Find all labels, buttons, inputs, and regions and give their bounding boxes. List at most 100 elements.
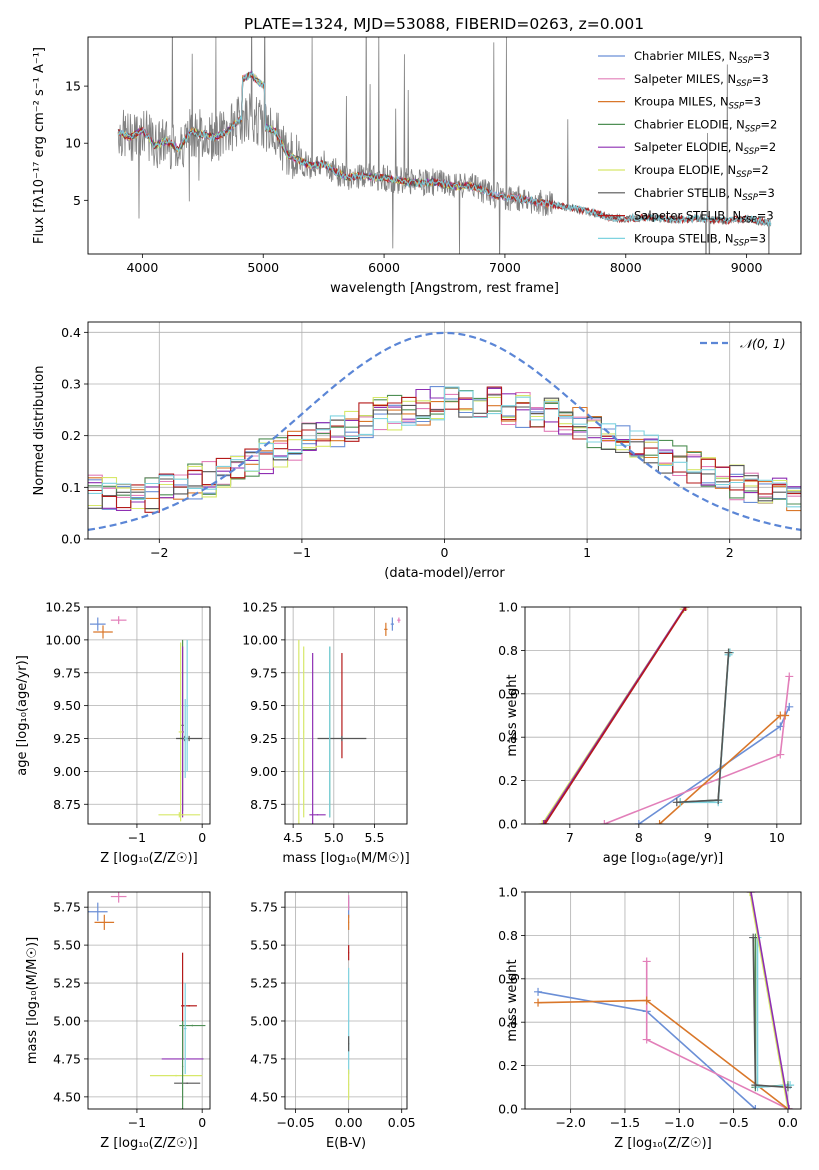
legend-label: Kroupa MILES, NSSP=3 [634, 95, 761, 112]
y-tick-label: 0.6 [498, 971, 518, 986]
y-tick-label: 0.4 [498, 1015, 518, 1030]
y-tick-label: 4.75 [250, 1051, 278, 1066]
x-axis-label: mass [log₁₀(M/M☉)] [282, 851, 409, 866]
weight-point-marker [776, 750, 785, 759]
x-tick-label: 5000 [247, 260, 279, 275]
histogram-series [88, 386, 801, 508]
y-tick-label: 0.0 [498, 1102, 518, 1117]
x-tick-label: −0.5 [718, 1115, 748, 1130]
y-tick-label: 9.25 [53, 731, 81, 746]
x-axis-label: (data-model)/error [384, 566, 505, 581]
y-tick-label: 0.0 [498, 817, 518, 832]
weight-point-marker [642, 996, 651, 1005]
weight-series-line [544, 607, 687, 824]
y-tick-label: 0.8 [498, 928, 518, 943]
y-axis-label: Normed distribution [32, 366, 47, 496]
y-tick-label: 10.25 [242, 600, 278, 615]
mass_vs_Z-plot-area [88, 892, 206, 1109]
spectrum-panel: 4000 5000 6000 7000 8000 9000 5 10 15 wavelength … [32, 36, 802, 296]
x-tick-label: −1 [128, 830, 146, 845]
x-tick-label: −2.0 [555, 1115, 585, 1130]
y-tick-label: 4.50 [250, 1089, 278, 1104]
axes-frame [524, 606, 802, 825]
weight-point-marker [785, 672, 794, 681]
y-tick-label: 0.8 [498, 643, 518, 658]
x-axis-label: Z [log₁₀(Z/Z☉)] [100, 1136, 197, 1151]
y-tick-label: 0.0 [61, 532, 81, 547]
weight-series-line [749, 892, 789, 1109]
y-tick-label: 9.00 [250, 764, 278, 779]
spectrum-legend: Chabrier MILES, NSSP=3 Salpeter MILES, NS… [598, 49, 777, 248]
weight-point-marker [634, 820, 643, 824]
weight-series-line [638, 706, 791, 824]
legend-label: Chabrier STELIB, NSSP=3 [634, 186, 775, 203]
weight-point-marker [681, 607, 690, 611]
x-tick-label: 0.05 [388, 1115, 416, 1130]
x-tick-label: 9000 [731, 260, 763, 275]
y-tick-label: 9.75 [53, 665, 81, 680]
normal-legend-label: 𝒩(0, 1) [740, 336, 786, 351]
weight-point-marker [672, 798, 681, 807]
x-tick-label: 5.0 [324, 830, 344, 845]
mass_vs_EBV-plot-area [348, 895, 350, 1100]
x-tick-label: 5.5 [365, 830, 385, 845]
x-tick-label: 10 [769, 830, 785, 845]
weight_vs_Z-panel: −2.0 −1.5 −1.0 −0.5 0.0 0.0 0.2 0.4 0.6 0.8 1.0 Z [… [498, 885, 802, 1151]
x-axis-label: Z [log₁₀(Z/Z☉)] [100, 851, 197, 866]
weight-series-line [537, 999, 789, 1109]
y-tick-label: 0.6 [498, 686, 518, 701]
age_vs_Z-plot-area [89, 616, 203, 822]
weight-point-marker [724, 648, 733, 657]
y-tick-label: 5.75 [53, 900, 81, 915]
weight-point-marker [642, 957, 651, 966]
y-tick-label: 9.50 [250, 698, 278, 713]
x-tick-label: 0 [198, 1115, 206, 1130]
age_vs_Z-panel: −1 0 8.75 9.00 9.25 9.50 9.75 10.00 10.25 Z [log₁… [15, 600, 211, 866]
residuals-panel: −2 −1 0 1 2 0.0 0.1 0.2 0.3 0.4 (data-model)/error… [32, 321, 802, 581]
y-axis-label: Flux [fλ10⁻¹⁷ erg cm⁻² s⁻¹ A⁻¹] [32, 47, 47, 244]
x-axis-label: Z [log₁₀(Z/Z☉)] [614, 1136, 711, 1151]
x-tick-label: 0.0 [778, 1115, 798, 1130]
weight-point-marker [747, 892, 756, 896]
weight-series-line [680, 652, 731, 804]
legend-label: Salpeter ELODIE, NSSP=2 [634, 140, 776, 157]
y-tick-label: 9.25 [250, 731, 278, 746]
x-tick-label: 0.00 [335, 1115, 363, 1130]
x-axis-label: age [log₁₀(age/yr)] [603, 851, 724, 866]
x-tick-label: 4000 [126, 260, 158, 275]
y-tick-label: 10 [65, 136, 81, 151]
figure-title: PLATE=1324, MJD=53088, FIBERID=0263, z=0… [244, 15, 644, 33]
axes-frame [284, 606, 408, 825]
age_vs_mass-plot-area [298, 617, 401, 824]
normal-curve-line [88, 331, 801, 531]
x-tick-label: 7 [566, 830, 574, 845]
weight-series-line [680, 651, 730, 804]
axes-frame [87, 36, 802, 255]
y-tick-label: 0.2 [61, 428, 81, 443]
residuals-plot-area [88, 331, 801, 531]
x-tick-label: 6000 [368, 260, 400, 275]
weight-point-marker [714, 796, 723, 805]
x-tick-label: 9 [704, 830, 712, 845]
weight-point-marker [749, 933, 758, 942]
y-tick-label: 8.75 [250, 797, 278, 812]
y-tick-label: 5.00 [53, 1013, 81, 1028]
spectrum-plot-area [117, 37, 772, 254]
legend-label: Chabrier MILES, NSSP=3 [634, 49, 770, 66]
y-axis-label: mass [log₁₀(M/M☉)] [25, 937, 40, 1064]
axes-frame [284, 891, 408, 1110]
legend-label: Salpeter STELIB, NSSP=3 [634, 209, 774, 226]
x-tick-label: −1.0 [664, 1115, 694, 1130]
y-axis-label: mass weight [505, 959, 520, 1041]
weight-point-marker [642, 1035, 651, 1044]
y-tick-label: 9.50 [53, 698, 81, 713]
weight-point-marker [751, 1081, 760, 1090]
y-tick-label: 0.3 [61, 377, 81, 392]
axes-frame [87, 321, 802, 540]
y-tick-label: 10.00 [242, 632, 278, 647]
weight-point-marker [681, 607, 690, 611]
legend-label: Chabrier ELODIE, NSSP=2 [634, 117, 777, 134]
spectrum-model-line [117, 71, 772, 227]
y-tick-label: 8.75 [53, 797, 81, 812]
x-tick-label: 4.5 [283, 830, 303, 845]
